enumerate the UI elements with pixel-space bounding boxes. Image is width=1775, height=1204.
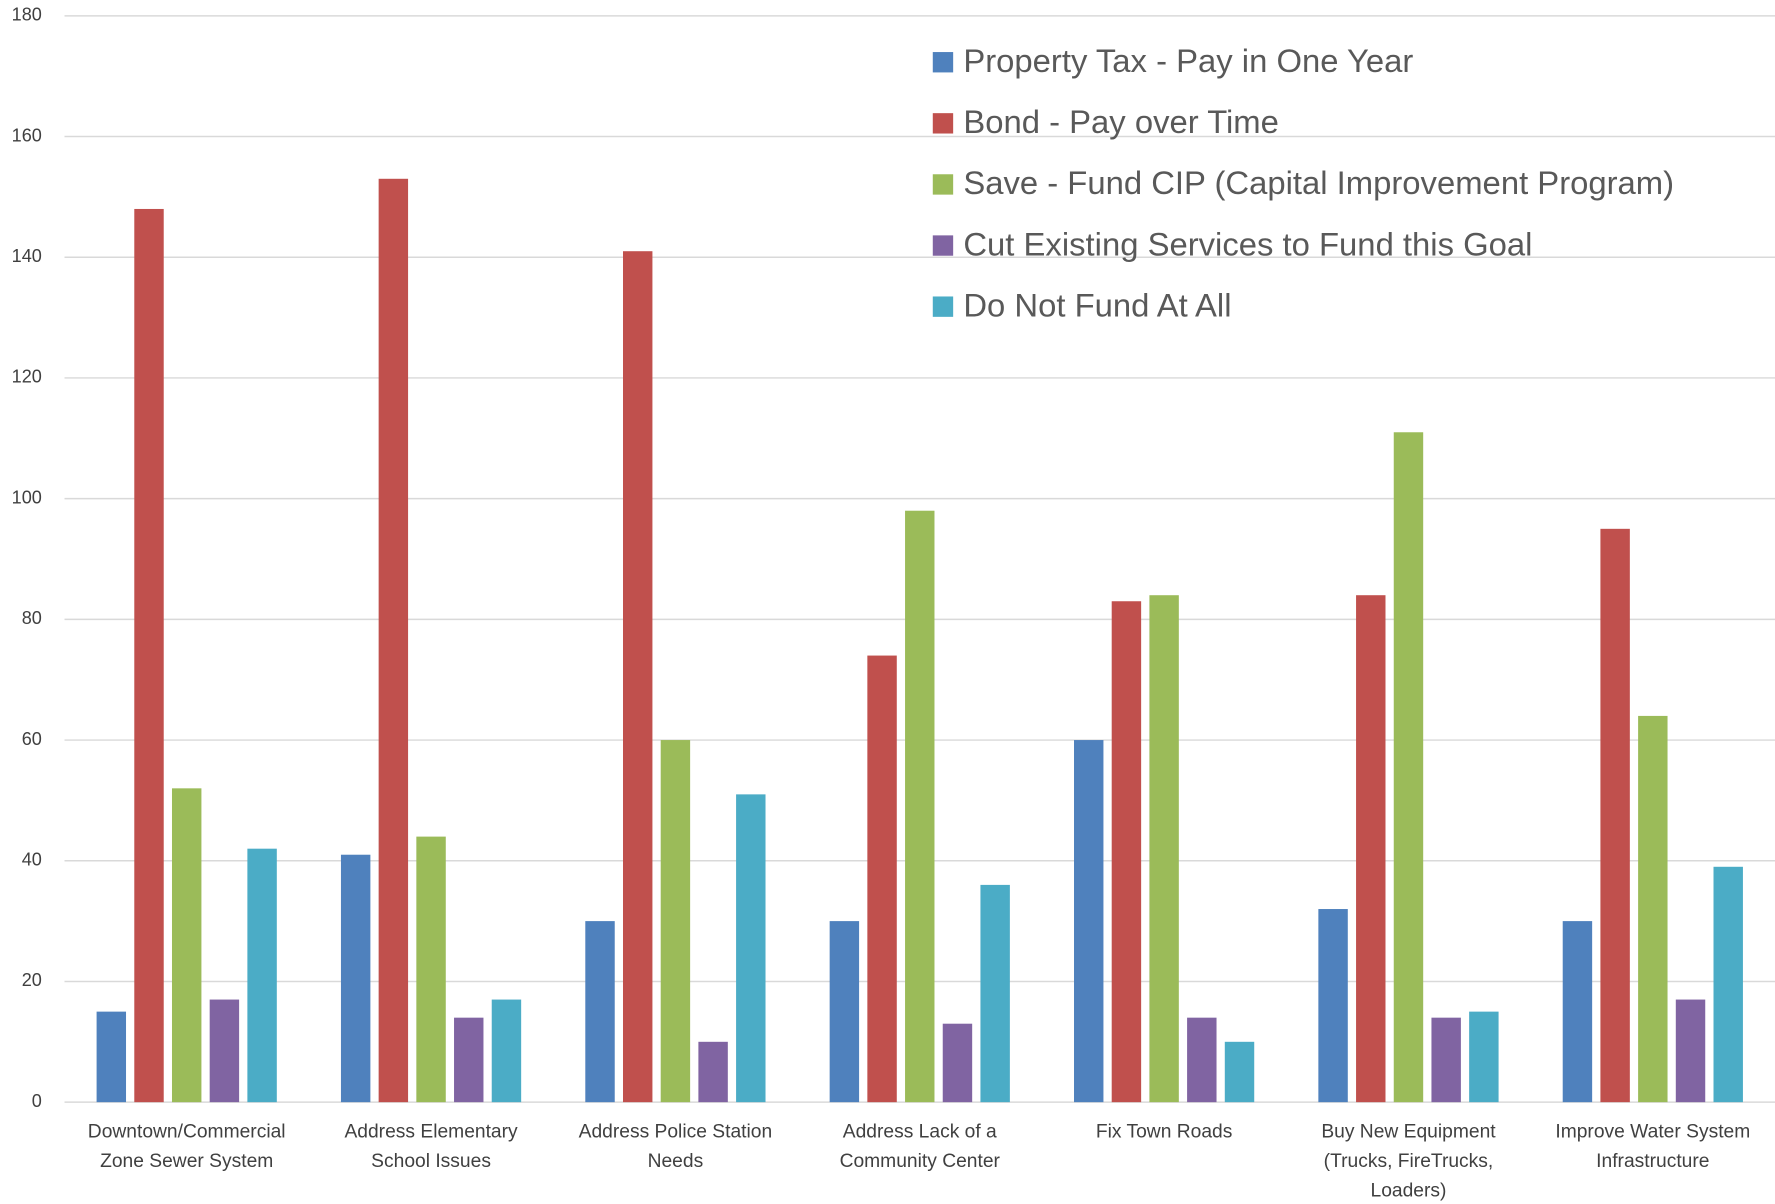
bar	[1074, 740, 1104, 1103]
bar	[96, 1011, 127, 1103]
x-tick-label: Improve Water System Infrastructure	[1555, 1122, 1750, 1172]
bar	[1431, 1017, 1461, 1103]
legend-swatch	[932, 296, 954, 317]
x-tick-label: Buy New Equipment (Trucks, FireTrucks, Loa…	[1321, 1122, 1496, 1202]
bar	[1187, 1017, 1217, 1103]
bar	[829, 921, 860, 1103]
bar	[378, 178, 409, 1103]
y-tick-label: 80	[22, 608, 42, 628]
bar	[622, 251, 653, 1103]
x-tick-label: Downtown/Commercial Zone Sewer System	[88, 1122, 286, 1172]
y-tick-label: 60	[22, 729, 42, 749]
bar	[491, 999, 522, 1103]
y-tick-label: 180	[12, 5, 42, 25]
bar	[1713, 866, 1743, 1103]
legend-label: Do Not Fund At All	[963, 286, 1231, 323]
bar	[1600, 528, 1630, 1103]
bar	[1149, 595, 1179, 1103]
x-tick-label: Address Lack of a Community Center	[840, 1122, 1001, 1172]
x-tick-label: Address Elementary School Issues	[344, 1122, 518, 1172]
bar	[736, 794, 766, 1103]
bar	[1675, 999, 1706, 1103]
bar	[340, 854, 371, 1103]
y-tick-label: 40	[22, 850, 42, 870]
legend-swatch	[932, 174, 954, 195]
bar	[416, 836, 446, 1103]
legend-label: Bond - Pay over Time	[963, 103, 1279, 140]
bar	[134, 208, 164, 1103]
bar	[1638, 715, 1668, 1103]
bar	[1356, 595, 1386, 1103]
bar	[1318, 909, 1348, 1103]
bar	[209, 999, 240, 1103]
bar	[905, 510, 935, 1103]
bar	[1469, 1011, 1499, 1103]
bar	[867, 655, 897, 1103]
bar	[1111, 601, 1142, 1103]
bar	[980, 884, 1010, 1103]
bar	[942, 1023, 973, 1103]
bar	[698, 1041, 728, 1103]
legend-label: Save - Fund CIP (Capital Improvement Pro…	[963, 164, 1674, 201]
legend-swatch	[932, 113, 954, 134]
legend-label: Property Tax - Pay in One Year	[963, 42, 1413, 79]
legend-swatch	[932, 235, 954, 256]
bar	[1562, 921, 1593, 1103]
x-tick-label: Fix Town Roads	[1096, 1122, 1233, 1143]
bar	[454, 1017, 484, 1103]
y-tick-label: 20	[22, 970, 42, 990]
y-tick-label: 160	[12, 125, 42, 145]
bar	[1224, 1041, 1255, 1103]
legend-label: Cut Existing Services to Fund this Goal	[963, 225, 1532, 262]
x-tick-label: Address Police Station Needs	[579, 1122, 773, 1172]
y-tick-label: 140	[12, 246, 42, 266]
bar	[585, 921, 615, 1103]
bar	[247, 848, 277, 1103]
y-tick-label: 120	[12, 367, 42, 387]
y-tick-label: 0	[32, 1091, 42, 1111]
bar	[171, 788, 202, 1103]
y-tick-label: 100	[12, 487, 42, 507]
legend-swatch	[932, 52, 954, 73]
bar	[1393, 432, 1424, 1103]
bar	[660, 740, 691, 1103]
